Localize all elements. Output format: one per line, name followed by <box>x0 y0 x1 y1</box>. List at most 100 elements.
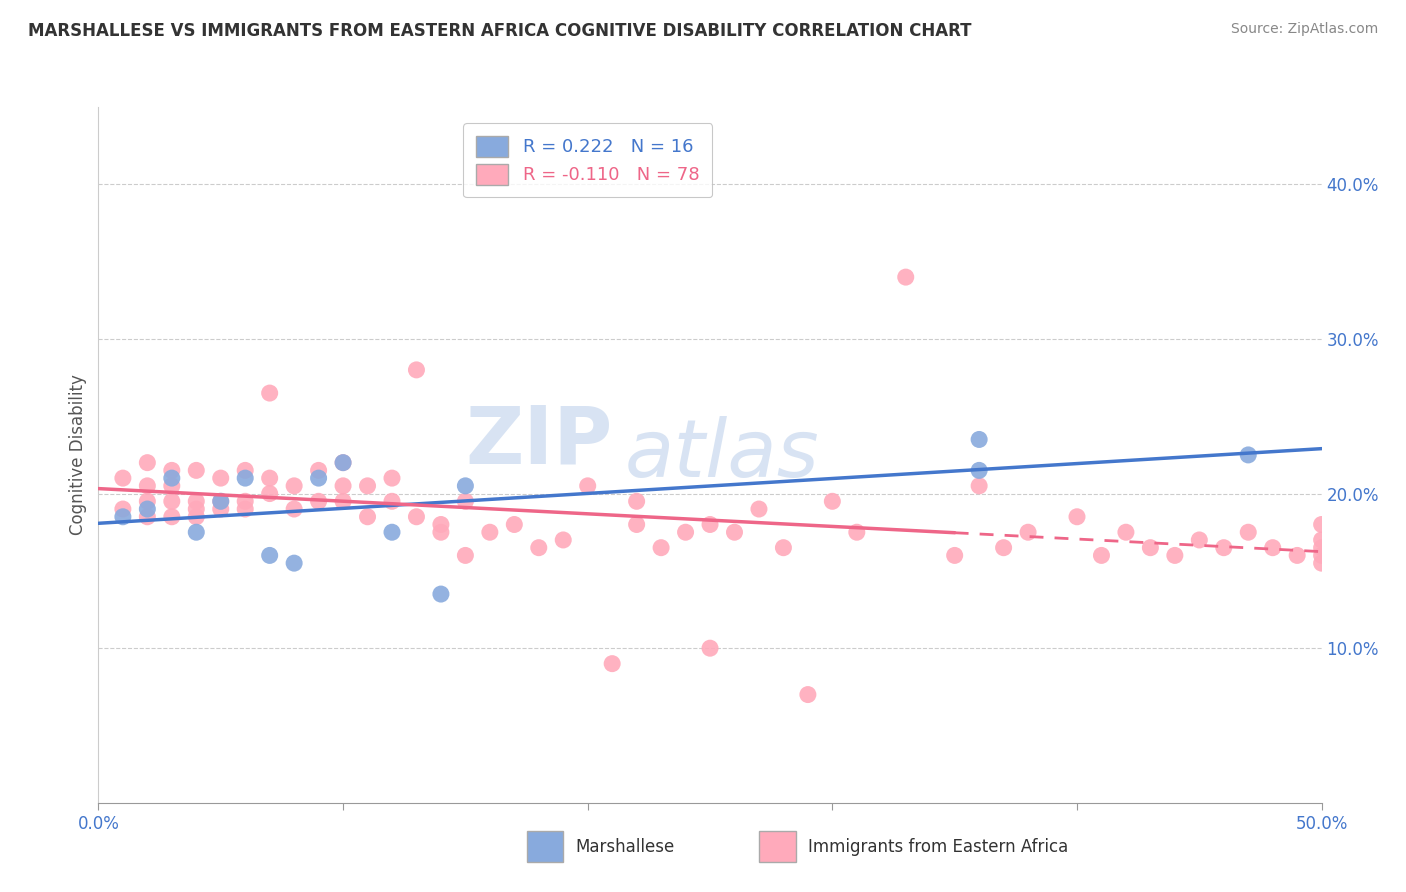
Point <box>1310 549 1333 563</box>
Point <box>186 502 208 516</box>
Point <box>967 479 990 493</box>
Legend: R = 0.222   N = 16, R = -0.110   N = 78: R = 0.222 N = 16, R = -0.110 N = 78 <box>464 123 711 197</box>
Point <box>1164 549 1187 563</box>
Point <box>600 657 623 671</box>
Point <box>381 471 404 485</box>
Point <box>650 541 672 555</box>
Point <box>209 494 232 508</box>
Point <box>160 494 183 508</box>
Point <box>160 463 183 477</box>
Point <box>332 456 354 470</box>
Point <box>1115 525 1137 540</box>
Point <box>723 525 745 540</box>
Point <box>503 517 526 532</box>
Point <box>136 502 159 516</box>
Point <box>454 494 477 508</box>
Point <box>136 479 159 493</box>
Point <box>1261 541 1284 555</box>
Point <box>209 471 232 485</box>
Point <box>1017 525 1039 540</box>
Point <box>1310 517 1333 532</box>
Point <box>1237 448 1260 462</box>
Point <box>821 494 844 508</box>
Point <box>233 494 256 508</box>
Point <box>454 549 477 563</box>
Point <box>233 463 256 477</box>
Point <box>308 494 330 508</box>
Point <box>1237 525 1260 540</box>
Point <box>943 549 966 563</box>
Point <box>553 533 575 547</box>
Point <box>1066 509 1088 524</box>
Point <box>894 270 917 285</box>
Point <box>1090 549 1112 563</box>
Point <box>993 541 1015 555</box>
Point <box>1286 549 1309 563</box>
Point <box>576 479 599 493</box>
Point <box>478 525 501 540</box>
Point <box>1310 556 1333 570</box>
Point <box>332 494 354 508</box>
Point <box>308 471 330 485</box>
Point <box>626 517 648 532</box>
Point <box>160 509 183 524</box>
FancyBboxPatch shape <box>759 830 796 862</box>
Point <box>332 456 354 470</box>
Point <box>626 494 648 508</box>
Point <box>186 494 208 508</box>
Point <box>699 641 721 656</box>
Point <box>233 502 256 516</box>
Point <box>381 494 404 508</box>
Point <box>111 471 134 485</box>
Point <box>797 688 820 702</box>
Point <box>186 509 208 524</box>
Text: atlas: atlas <box>624 416 820 494</box>
Point <box>1310 533 1333 547</box>
Point <box>283 556 305 570</box>
Point <box>381 525 404 540</box>
Point <box>1139 541 1161 555</box>
Point <box>283 479 305 493</box>
Text: Immigrants from Eastern Africa: Immigrants from Eastern Africa <box>808 838 1069 855</box>
Point <box>136 494 159 508</box>
FancyBboxPatch shape <box>526 830 564 862</box>
Point <box>405 363 427 377</box>
Point <box>160 471 183 485</box>
Point <box>748 502 770 516</box>
Point <box>675 525 697 540</box>
Point <box>136 456 159 470</box>
Point <box>1310 541 1333 555</box>
Point <box>1188 533 1211 547</box>
Point <box>259 486 281 500</box>
Text: Marshallese: Marshallese <box>575 838 675 855</box>
Point <box>186 525 208 540</box>
Point <box>405 509 427 524</box>
Point <box>845 525 868 540</box>
Point <box>430 587 453 601</box>
Point <box>430 525 453 540</box>
Point <box>209 502 232 516</box>
Point <box>356 509 378 524</box>
Point <box>699 517 721 532</box>
Point <box>259 549 281 563</box>
Point <box>967 433 990 447</box>
Text: Source: ZipAtlas.com: Source: ZipAtlas.com <box>1230 22 1378 37</box>
Point <box>527 541 550 555</box>
Point <box>111 509 134 524</box>
Point <box>136 509 159 524</box>
Point <box>209 494 232 508</box>
Point <box>160 479 183 493</box>
Point <box>308 463 330 477</box>
Point <box>259 471 281 485</box>
Point <box>356 479 378 493</box>
Point <box>332 479 354 493</box>
Point <box>283 502 305 516</box>
Point <box>454 479 477 493</box>
Text: ZIP: ZIP <box>465 402 612 480</box>
Point <box>772 541 794 555</box>
Point <box>111 502 134 516</box>
Point <box>967 463 990 477</box>
Point <box>186 463 208 477</box>
Point <box>1212 541 1234 555</box>
Y-axis label: Cognitive Disability: Cognitive Disability <box>69 375 87 535</box>
